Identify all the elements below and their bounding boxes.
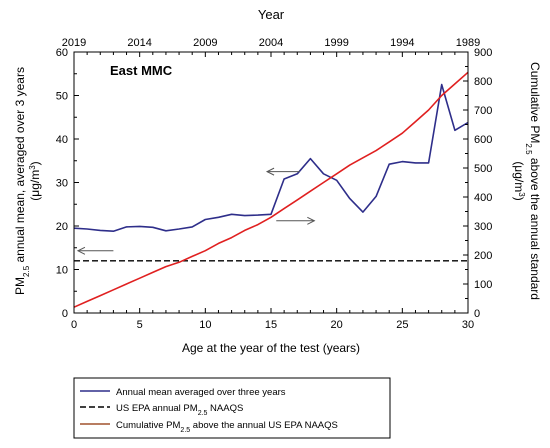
legend-label-cumulative: Cumulative PM2.5 above the annual US EPA… <box>116 420 338 434</box>
y-right-tick-label-100: 100 <box>474 279 492 291</box>
arrow-left-icon-1 <box>265 167 275 176</box>
top-tick-label-1989: 1989 <box>456 37 480 49</box>
svg-text:PM2.5 annual mean, averaged ov: PM2.5 annual mean, averaged over 3 years <box>13 67 31 295</box>
top-tick-label-1994: 1994 <box>390 37 414 49</box>
y-right-tick-label-800: 800 <box>474 76 492 88</box>
y-right-tick-label-500: 500 <box>474 163 492 175</box>
x-tick-label-25: 25 <box>396 319 408 331</box>
x-tick-label-5: 5 <box>137 319 143 331</box>
arrow-left-icon-0 <box>76 246 86 255</box>
y-left-tick-label-50: 50 <box>56 91 68 103</box>
y-right-tick-label-900: 900 <box>474 47 492 59</box>
y-right-tick-label-600: 600 <box>474 134 492 146</box>
y-left-tick-label-0: 0 <box>62 308 68 320</box>
svg-text:(μg/m3): (μg/m3) <box>512 161 527 200</box>
top-tick-label-1999: 1999 <box>324 37 348 49</box>
svg-text:Cumulative PM2.5 above the ann: Cumulative PM2.5 above the annual standa… <box>525 62 543 300</box>
y-right-tick-label-400: 400 <box>474 192 492 204</box>
x-tick-label-10: 10 <box>199 319 211 331</box>
legend-label-naaqs: US EPA annual PM2.5 NAAQS <box>116 403 243 417</box>
top-tick-label-2004: 2004 <box>259 37 283 49</box>
x-axis-label: Age at the year of the test (years) <box>182 341 360 355</box>
y-left-tick-label-30: 30 <box>56 178 68 190</box>
y-left-tick-label-40: 40 <box>56 134 68 146</box>
y-left-tick-label-20: 20 <box>56 221 68 233</box>
y-left-tick-label-10: 10 <box>56 265 68 277</box>
legend: Annual mean averaged over three years US… <box>73 377 391 439</box>
svg-text:(μg/m3): (μg/m3) <box>28 161 43 200</box>
y-right-tick-label-300: 300 <box>474 221 492 233</box>
legend-box <box>73 377 391 439</box>
x-tick-label-15: 15 <box>265 319 277 331</box>
arrow-right-icon-2 <box>307 216 316 225</box>
x-tick-label-0: 0 <box>71 319 77 331</box>
top-axis-title: Year <box>258 7 285 22</box>
x-tick-label-30: 30 <box>462 319 474 331</box>
legend-label-annual-mean: Annual mean averaged over three years <box>116 387 286 398</box>
y-right-axis-label: Cumulative PM2.5 above the annual standa… <box>512 62 542 300</box>
y-left-tick-label-60: 60 <box>56 47 68 59</box>
y-right-tick-label-0: 0 <box>474 308 480 320</box>
top-tick-label-2009: 2009 <box>193 37 217 49</box>
top-tick-label-2014: 2014 <box>127 37 151 49</box>
plot-frame <box>73 51 469 314</box>
chart-title: East MMC <box>110 63 173 78</box>
y-right-tick-label-700: 700 <box>474 105 492 117</box>
x-tick-label-20: 20 <box>331 319 343 331</box>
y-right-tick-label-200: 200 <box>474 250 492 262</box>
series-cumulative-line <box>73 71 469 308</box>
series-annual-mean-line <box>73 83 469 232</box>
top-tick-label-2019: 2019 <box>62 37 86 49</box>
y-left-axis-label: PM2.5 annual mean, averaged over 3 years… <box>13 67 42 295</box>
